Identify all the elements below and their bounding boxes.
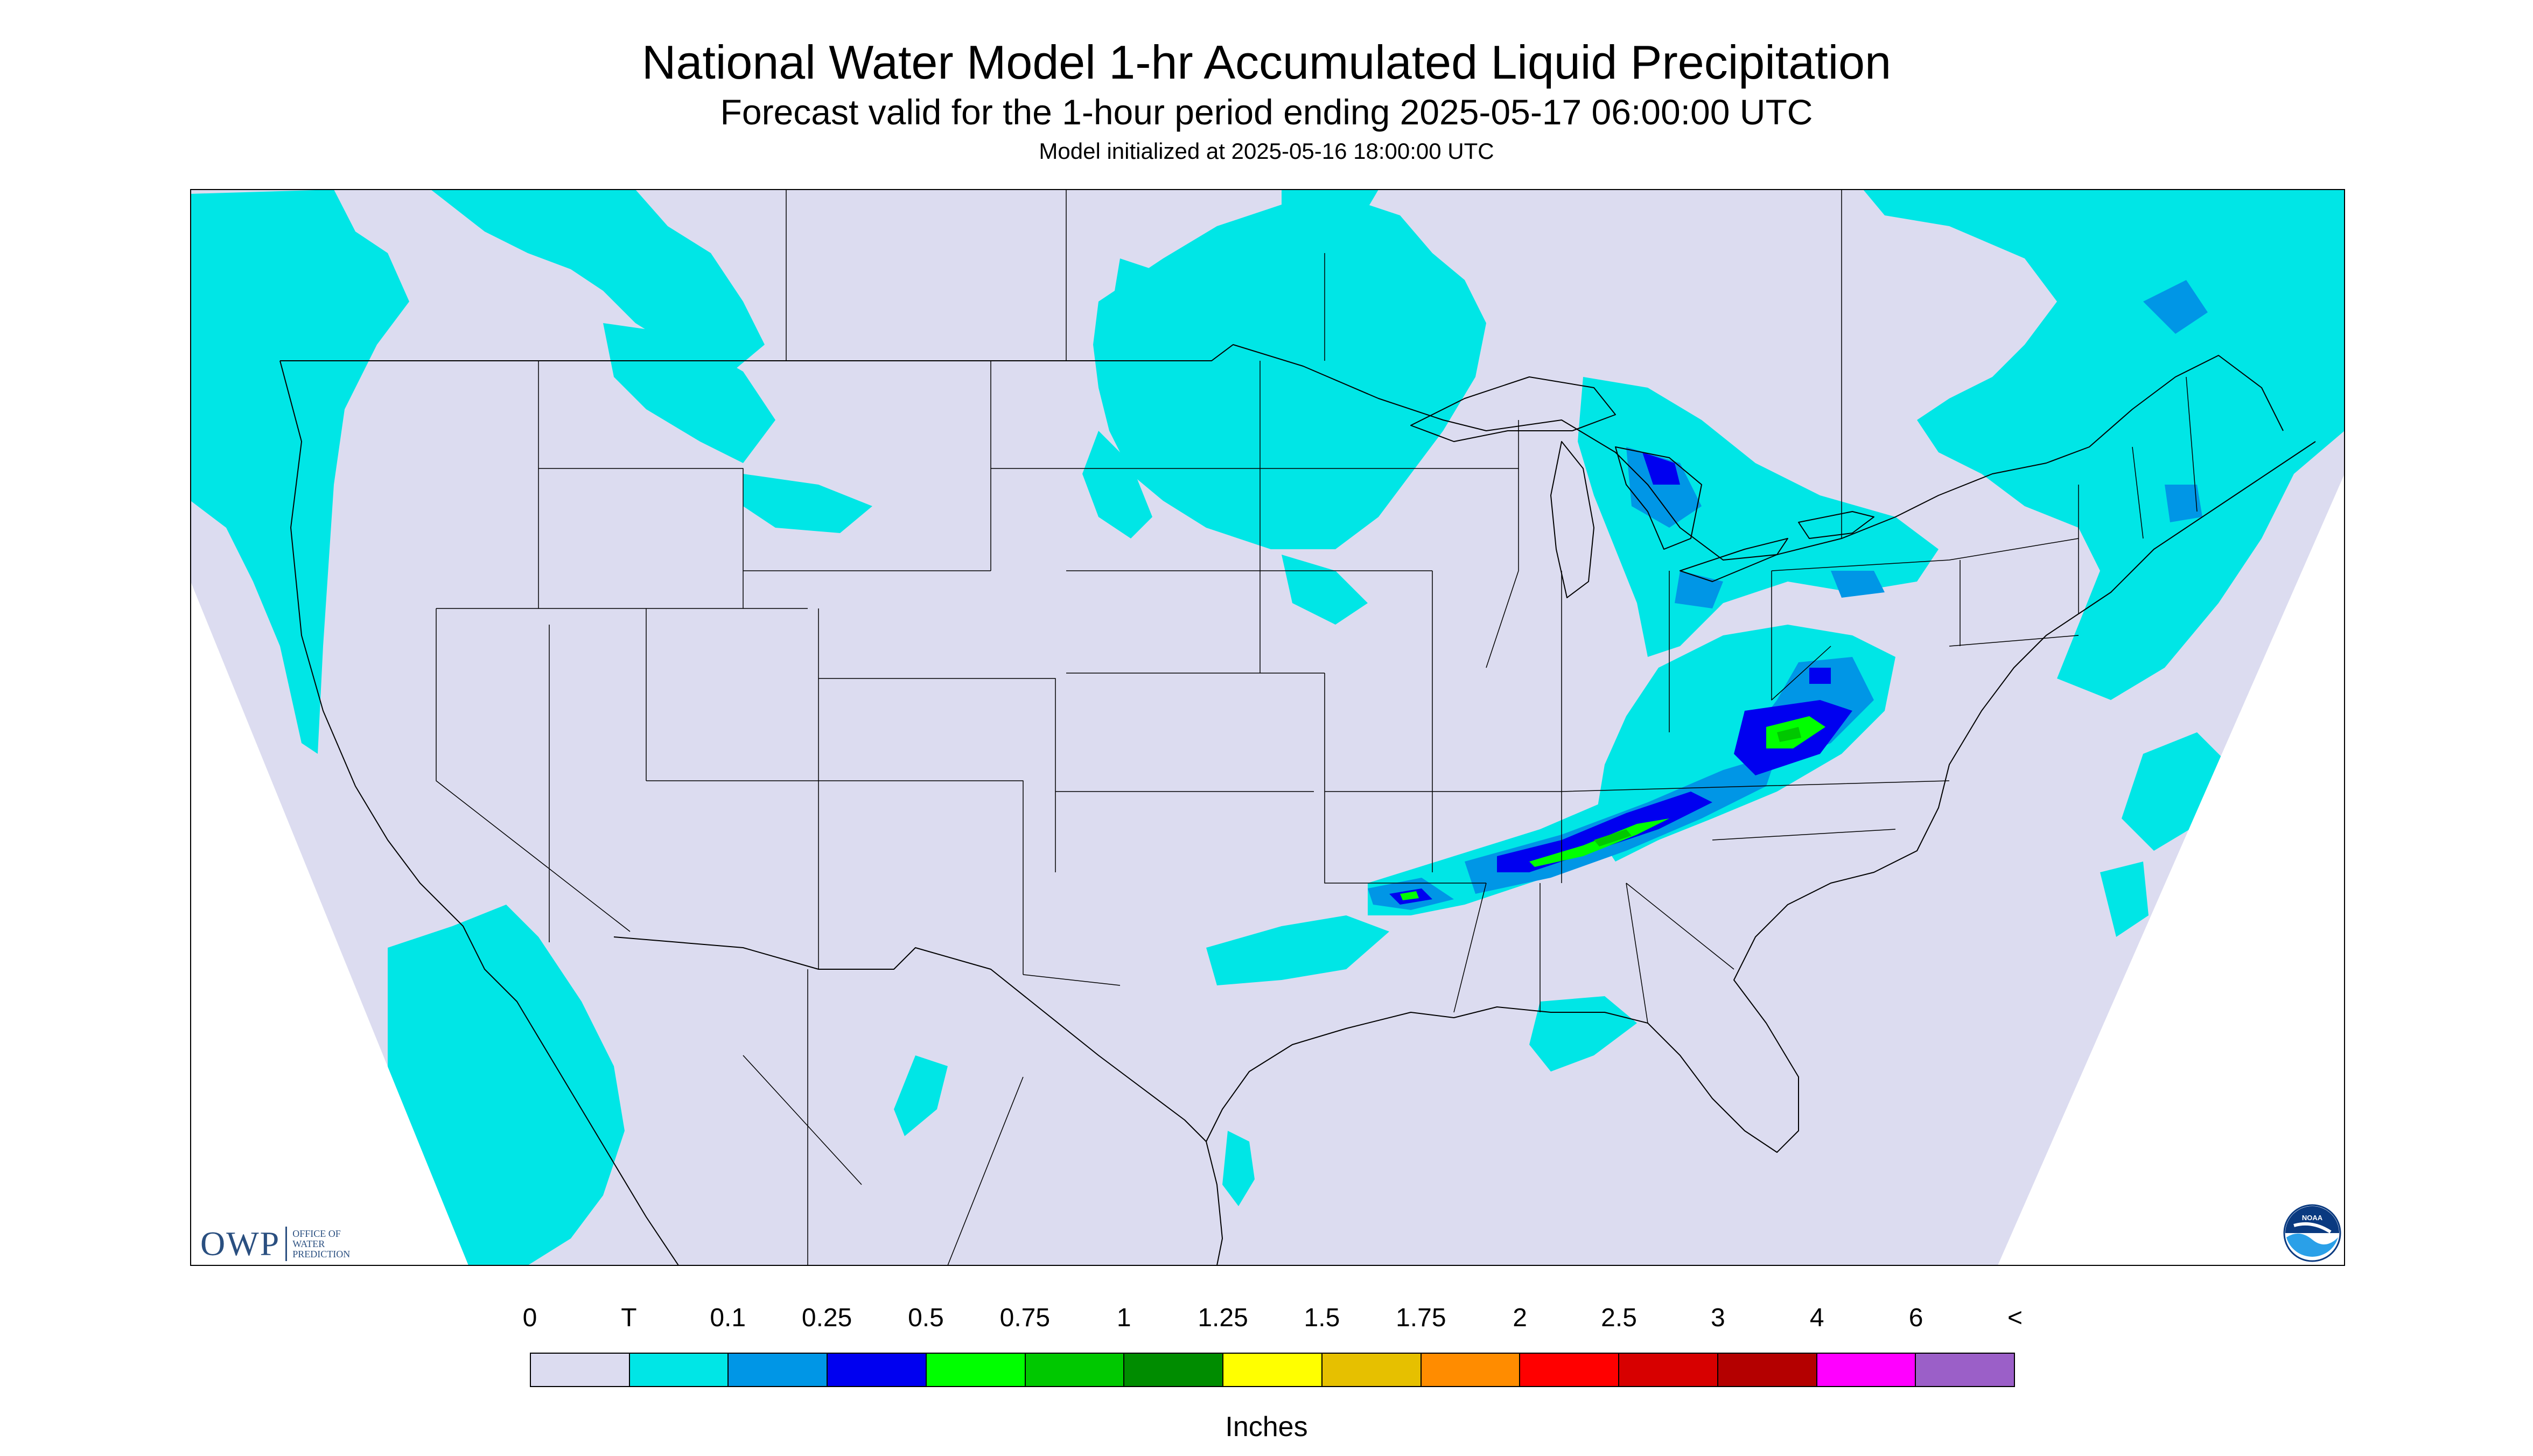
legend-label: 1.5 (1304, 1304, 1340, 1332)
legend-label: 1.25 (1198, 1304, 1248, 1332)
legend-swatch (1916, 1354, 2014, 1386)
legend-label: 3 (1711, 1304, 1725, 1332)
west-coast (279, 360, 679, 1265)
precip-area-montana (743, 474, 872, 533)
legend-swatch (926, 1354, 1026, 1386)
precip-area-quebec-light (2143, 280, 2208, 334)
precip-area-sierra-madre (894, 1055, 948, 1136)
legend-swatch (1124, 1354, 1224, 1386)
legend-label: 1.75 (1396, 1304, 1446, 1332)
precip-area-pacific-nw (191, 190, 409, 754)
precip-area-northern-rockies (603, 323, 775, 463)
legend-label: 0 (522, 1304, 537, 1332)
legend-label: T (621, 1304, 637, 1332)
legend-swatch (1718, 1354, 1817, 1386)
precip-area-arkansas-heavy (1400, 891, 1419, 900)
precip-area-quebec (1282, 190, 1379, 237)
legend-label: 2 (1513, 1304, 1528, 1332)
precip-area-wisconsin-light (1675, 571, 1723, 608)
legend-label: < (2007, 1304, 2023, 1332)
noaa-logo-text: NOAA (2302, 1214, 2323, 1222)
precip-area-gulf-coast (1206, 915, 1389, 985)
legend-label: 0.1 (710, 1304, 746, 1332)
precip-area-dakotas (1082, 431, 1152, 538)
precip-area-tamaulipas (1222, 1131, 1255, 1206)
legend-swatch (828, 1354, 927, 1386)
owp-logo-divider (285, 1227, 288, 1261)
legend-swatch (1025, 1354, 1125, 1386)
precip-area-wv-moderate (1809, 668, 1831, 684)
precip-area-northeast (1863, 190, 2345, 700)
legend-swatch (1817, 1354, 1916, 1386)
legend-labels: 0 T 0.1 0.25 0.5 0.75 1 1.25 1.5 1.75 2 2.5 3 4 6 < (0, 1303, 2533, 1341)
precip-area-tennessee-heavier (1594, 829, 1632, 846)
canada-province-lines (786, 190, 1842, 538)
legend-swatch (1421, 1354, 1521, 1386)
precip-area-ne-ontario (1115, 258, 1158, 323)
gulf-coast (1206, 613, 2079, 1153)
map-frame (190, 189, 2345, 1266)
map-domain (191, 190, 2345, 1265)
precip-area-michigan-moderate (1642, 452, 1680, 485)
lake-huron (1615, 446, 1702, 550)
legend-label: 0.5 (908, 1304, 944, 1332)
lake-superior (1410, 376, 1616, 442)
precip-area-maine-light (2165, 485, 2202, 522)
precip-area-iowa (1282, 555, 1368, 625)
legend-label: 0.25 (801, 1304, 852, 1332)
owp-logo: OWP OFFICE OF WATER PREDICTION (200, 1222, 350, 1265)
noaa-logo-icon: NOAA (2283, 1204, 2341, 1262)
precip-area-pennsylvania-light (1831, 571, 1885, 598)
model-init-text: Model initialized at 2025-05-16 18:00:00… (1039, 138, 1494, 164)
legend-color-bar (530, 1353, 2015, 1387)
legend-units: Inches (1225, 1411, 1308, 1443)
us-canada-border (280, 344, 2284, 561)
legend-swatch (629, 1354, 729, 1386)
mexico-coast (1206, 1141, 1223, 1265)
precip-area-bc (431, 190, 765, 372)
forecast-valid-subtitle: Forecast valid for the 1-hour period end… (720, 92, 1813, 132)
legend-swatch (729, 1354, 828, 1386)
boundaries (279, 190, 2316, 1265)
legend-swatch (531, 1354, 630, 1386)
legend-swatch (1322, 1354, 1422, 1386)
lake-erie (1680, 538, 1788, 582)
legend-label: 6 (1908, 1304, 1923, 1332)
legend-swatch (1520, 1354, 1620, 1386)
precip-area-atlantic-south (2100, 862, 2149, 937)
legend-swatch (1619, 1354, 1718, 1386)
map-title: National Water Model 1-hr Accumulated Li… (641, 36, 1892, 89)
precip-area-upper-midwest (1093, 194, 1486, 549)
lake-ontario (1798, 511, 1874, 539)
lake-michigan (1550, 441, 1594, 598)
northeast-coast (2078, 441, 2316, 614)
legend-label: 0.75 (999, 1304, 1051, 1332)
precip-area-tennessee-moderate (1497, 792, 1712, 872)
state-lines (436, 361, 2198, 1265)
us-mexico-border (613, 936, 1207, 1142)
owp-logo-subtext: OFFICE OF WATER PREDICTION (292, 1228, 351, 1259)
precip-area-appalachian-heavier (1777, 727, 1801, 742)
legend-swatch (1223, 1354, 1323, 1386)
legend-label: 2.5 (1601, 1304, 1637, 1332)
legend-label: 1 (1116, 1304, 1131, 1332)
precip-area-baja (388, 905, 625, 1265)
precip-area-gulf (1529, 996, 1637, 1072)
legend-label: 4 (1809, 1304, 1824, 1332)
owp-logo-text: OWP (200, 1224, 281, 1263)
